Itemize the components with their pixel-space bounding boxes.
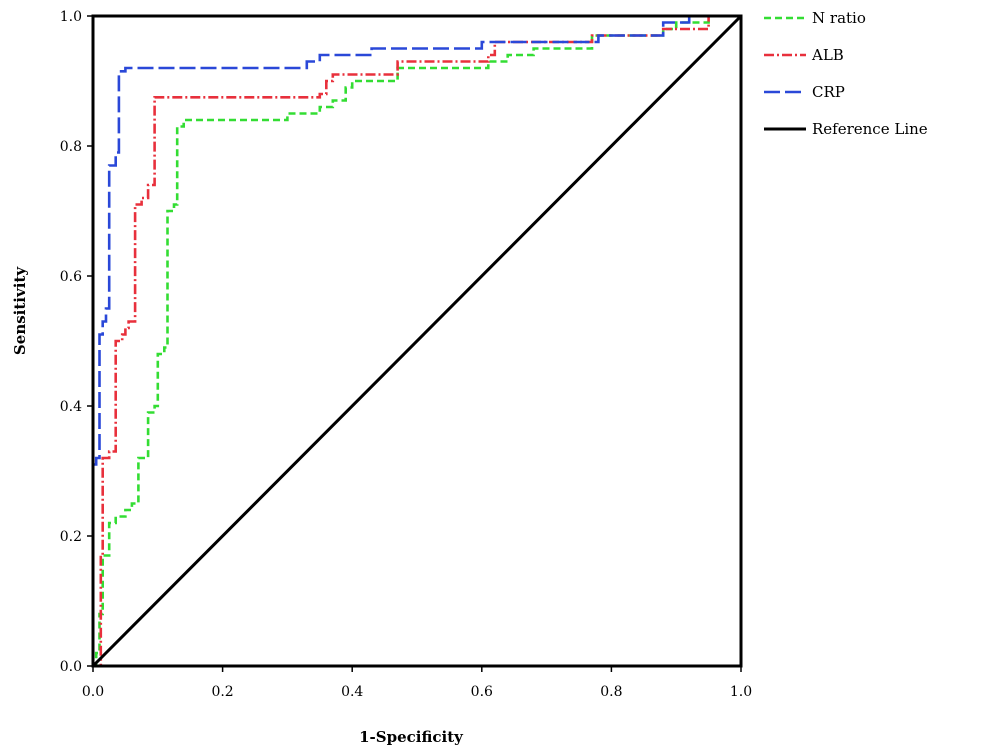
y-tick-label: 0.6	[60, 269, 82, 285]
x-tick-label: 0.8	[600, 684, 622, 700]
x-tick-label: 0.2	[211, 684, 233, 700]
x-tick-label: 0.6	[471, 684, 493, 700]
y-tick-label: 0.4	[60, 399, 82, 415]
series-line-3	[91, 14, 743, 668]
plot-frame	[91, 14, 743, 668]
x-tick-label: 0.4	[341, 684, 363, 700]
y-tick-label: 0.0	[60, 659, 82, 675]
legend-label: CRP	[812, 83, 845, 101]
series-line-0	[93, 14, 741, 668]
series-line-2	[93, 14, 741, 466]
y-axis-title: Sensitivity	[11, 266, 29, 355]
plot-lines	[91, 14, 743, 668]
x-tick-label: 1.0	[730, 684, 752, 700]
legend-label: Reference Line	[812, 120, 928, 138]
legend-label: ALB	[811, 46, 844, 64]
x-tick-label: 0.0	[82, 684, 104, 700]
x-axis-title: 1-Specificity	[359, 728, 464, 746]
y-tick-label: 1.0	[60, 9, 82, 25]
y-tick-label: 0.2	[60, 529, 82, 545]
axis-ticks: 0.0 0.2 0.4 0.6 0.8 1.0 0.0 0.2 0.4 0.6 0.8 1.0	[60, 9, 752, 700]
legend-label: N ratio	[812, 9, 866, 27]
series-line-1	[93, 14, 741, 668]
y-tick-label: 0.8	[60, 139, 82, 155]
legend: N ratio ALB CRP Reference Line	[764, 9, 928, 138]
